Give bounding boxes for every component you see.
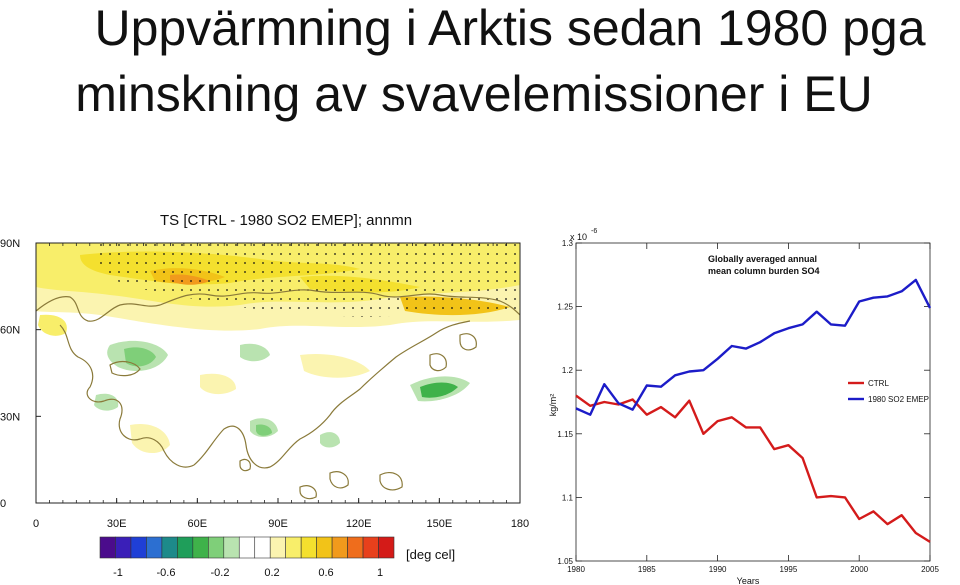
- series-line-ctrl: [575, 394, 931, 543]
- x-tick-label: 1980: [567, 565, 585, 574]
- colorbar-unit-label: [deg cel]: [406, 547, 455, 562]
- x-tick-label: 2005: [921, 565, 939, 574]
- colorbar-tick-label: -0.2: [211, 567, 230, 579]
- colorbar-tick-label: 0.2: [264, 567, 279, 579]
- colorbar-swatch: [223, 536, 240, 559]
- map-field: [36, 243, 520, 503]
- chart-axes: 1.05 1.1 1.15 1.2 1.25 1.3 1980 1985 1990 1995 200…: [557, 239, 939, 574]
- colorbar-swatch: [130, 536, 147, 559]
- so4-burden-line-chart: 1.05 1.1 1.15 1.2 1.25 1.3 1980 1985 1990 1995 200…: [548, 228, 939, 585]
- lat-tick-label: 0: [0, 498, 6, 510]
- colorbar-swatch: [285, 536, 302, 559]
- y-tick-label: 1.25: [557, 303, 573, 312]
- lon-tick-label: 90E: [268, 518, 288, 530]
- colorbar-swatch: [208, 536, 225, 559]
- lon-tick-label: 0: [33, 518, 39, 530]
- y-tick-label: 1.15: [557, 430, 573, 439]
- series-line-1980-so2-emep: [575, 278, 932, 416]
- coastlines: [36, 289, 520, 500]
- colorbar-swatch: [362, 536, 379, 559]
- chart-series: [575, 278, 932, 543]
- temperature-difference-map: 90N 60N 30N 0 0 30E 60E 90E 120E 150E 180 -1 -0.6 -0…: [0, 238, 529, 579]
- y-tick-label: 1.05: [557, 557, 573, 566]
- colorbar-swatch: [146, 536, 163, 559]
- colorbar-swatch: [115, 536, 132, 559]
- lat-tick-label: 60N: [0, 325, 20, 337]
- x-axis-label: Years: [737, 576, 760, 585]
- map-title: TS [CTRL - 1980 SO2 EMEP]; annmn: [160, 212, 413, 229]
- colorbar-swatch: [161, 536, 178, 559]
- plot-frame: [575, 242, 931, 562]
- colorbar-swatch: [331, 536, 348, 559]
- y-tick-label: 1.3: [562, 239, 574, 248]
- colorbar-swatch: [316, 536, 333, 559]
- colorbar-swatch: [378, 536, 395, 559]
- colorbar-swatch: [192, 536, 209, 559]
- colorbar-swatch: [177, 536, 194, 559]
- y-multiplier-label: x 10: [570, 232, 587, 242]
- lon-tick-label: 150E: [426, 518, 452, 530]
- lat-tick-label: 90N: [0, 238, 20, 250]
- lon-tick-label: 180: [511, 518, 529, 530]
- lon-tick-label: 30E: [107, 518, 127, 530]
- map-axis-ticks: 90N 60N 30N 0 0 30E 60E 90E 120E 150E 180: [0, 238, 529, 530]
- chart-legend: CTRL 1980 SO2 EMEP: [848, 379, 929, 404]
- colorbar: -1 -0.6 -0.2 0.2 0.6 1: [99, 536, 395, 579]
- legend-label: CTRL: [868, 379, 889, 388]
- y-multiplier-exponent: -6: [591, 228, 597, 235]
- lon-tick-label: 60E: [188, 518, 208, 530]
- chart-title-line1: Globally averaged annual: [708, 254, 817, 264]
- y-tick-label: 1.2: [562, 366, 574, 375]
- y-axis-label: kg/m²: [548, 394, 558, 417]
- x-tick-label: 1985: [638, 565, 656, 574]
- colorbar-tick-label: -1: [113, 567, 123, 579]
- lat-tick-label: 30N: [0, 411, 20, 423]
- colorbar-tick-label: 0.6: [318, 567, 333, 579]
- colorbar-tick-label: 1: [377, 567, 383, 579]
- legend-label: 1980 SO2 EMEP: [868, 395, 929, 404]
- colorbar-swatch: [300, 536, 317, 559]
- colorbar-tick-label: -0.6: [157, 567, 176, 579]
- colorbar-swatch: [238, 536, 256, 559]
- lon-tick-label: 120E: [346, 518, 372, 530]
- x-tick-label: 2000: [850, 565, 868, 574]
- colorbar-swatch: [269, 536, 286, 559]
- slide-title-line1: Uppvärmning i Arktis sedan 1980 pga: [94, 0, 926, 56]
- chart-title-line2: mean column burden SO4: [708, 266, 820, 276]
- y-tick-label: 1.1: [562, 493, 574, 502]
- colorbar-swatch: [347, 536, 364, 559]
- colorbar-swatch: [99, 536, 116, 559]
- x-tick-label: 1990: [709, 565, 727, 574]
- colorbar-swatch: [254, 536, 271, 559]
- x-tick-label: 1995: [780, 565, 798, 574]
- slide-title-line2: minskning av svavelemissioner i EU: [75, 66, 873, 122]
